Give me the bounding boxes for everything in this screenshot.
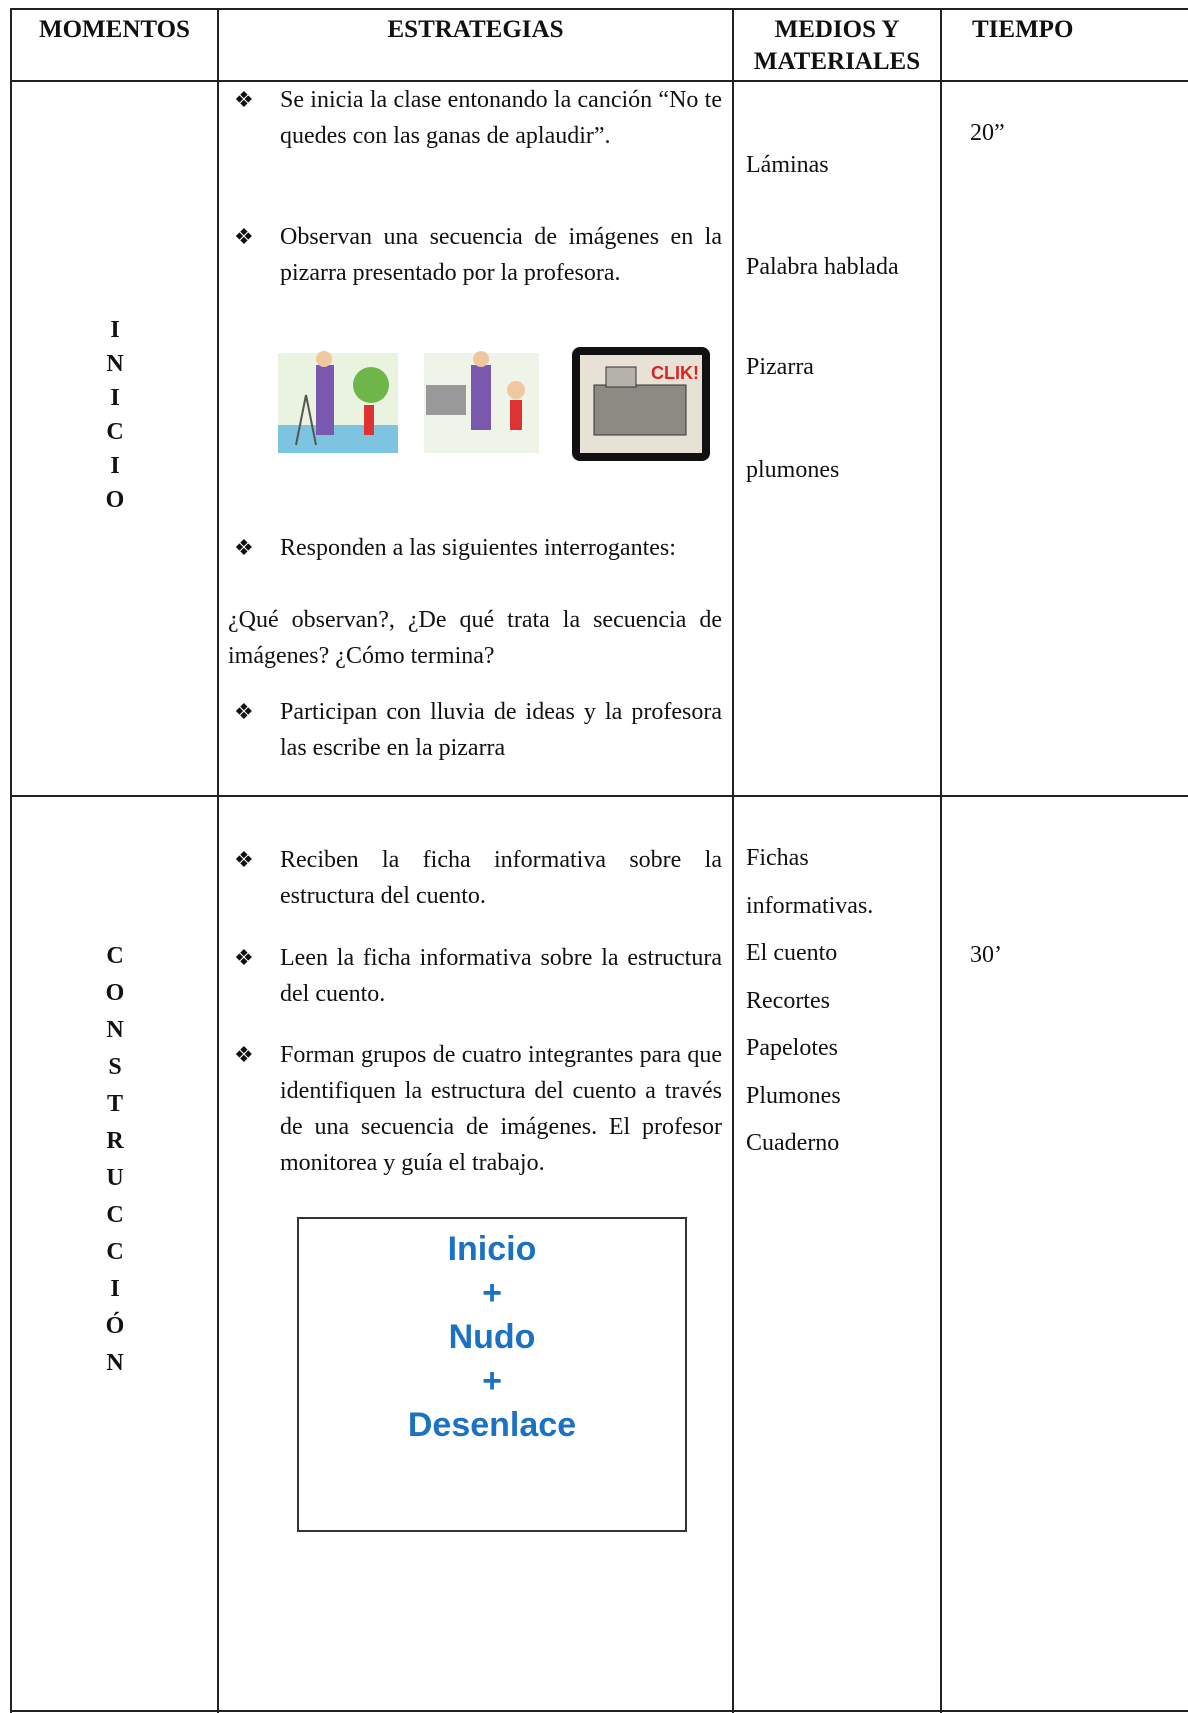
material: Plumones [746,1082,841,1109]
strategy-text: Reciben la ficha informativa sobre la es… [280,847,722,909]
border [217,8,219,1713]
border [10,8,12,1713]
header-cell: TIEMPO [972,16,1074,43]
image-sequence: CLIK! [278,347,710,461]
bullet-icon: ❖ [234,847,254,872]
strategy-text: Participan con lluvia de ideas y la prof… [280,699,722,761]
strategy-text: Leen la ficha informativa sobre la estru… [280,945,722,1007]
material: plumones [746,457,840,483]
diagram-text: Inicio [447,1230,537,1268]
time: 30’ [970,942,1002,968]
diagram-text: Nudo [448,1318,536,1356]
material: Pizarra [746,354,814,380]
material: Papelotes [746,1035,838,1061]
picture: CLIK! [572,347,710,461]
material: Palabra hablada [746,254,899,280]
strategy-text: Responden a las siguientes interrogantes… [280,535,676,561]
material: Fichas [746,845,809,871]
moment-label: CONSTRUCCIÓN [105,943,125,1376]
bullet-icon: ❖ [234,1042,254,1067]
border [10,8,1188,10]
strategy-note: ¿Qué observan?, ¿De qué trata la secuenc… [228,607,722,669]
border [732,8,734,1713]
bullet-icon: ❖ [234,945,254,970]
material: Cuaderno [746,1130,840,1156]
diagram-text: Desenlace [407,1406,577,1444]
svg-text:CLIK!: CLIK! [651,363,699,383]
material: informativas. [746,892,874,919]
moment-label: INICIO [105,317,125,513]
bullet-icon: ❖ [234,699,254,724]
border [10,1710,1188,1712]
material: Láminas [746,152,829,178]
picture [424,351,539,453]
border [10,795,1188,797]
header-cell: MEDIOS Y MATERIALES [753,16,921,75]
border [10,80,1188,82]
header-cell: MOMENTOS [39,16,190,43]
strategy-text: Se inicia la clase entonando la canción … [280,87,722,149]
time: 20” [970,120,1005,146]
strategy-text: Observan una secuencia de imágenes en la… [280,224,722,286]
bullet-icon: ❖ [234,87,254,112]
material: El cuento [746,940,838,966]
bullet-icon: ❖ [234,224,254,249]
diagram-text: + [482,1362,502,1400]
strategy-text: Forman grupos de cuatro integrantes para… [280,1042,722,1176]
material: Recortes [746,987,830,1014]
diagram-text: + [482,1274,502,1312]
header-cell: ESTRATEGIAS [387,16,564,43]
border [940,8,942,1713]
bullet-icon: ❖ [234,535,254,560]
picture [278,351,398,453]
diagram-box: Inicio + Nudo + Desenlace [297,1217,687,1532]
